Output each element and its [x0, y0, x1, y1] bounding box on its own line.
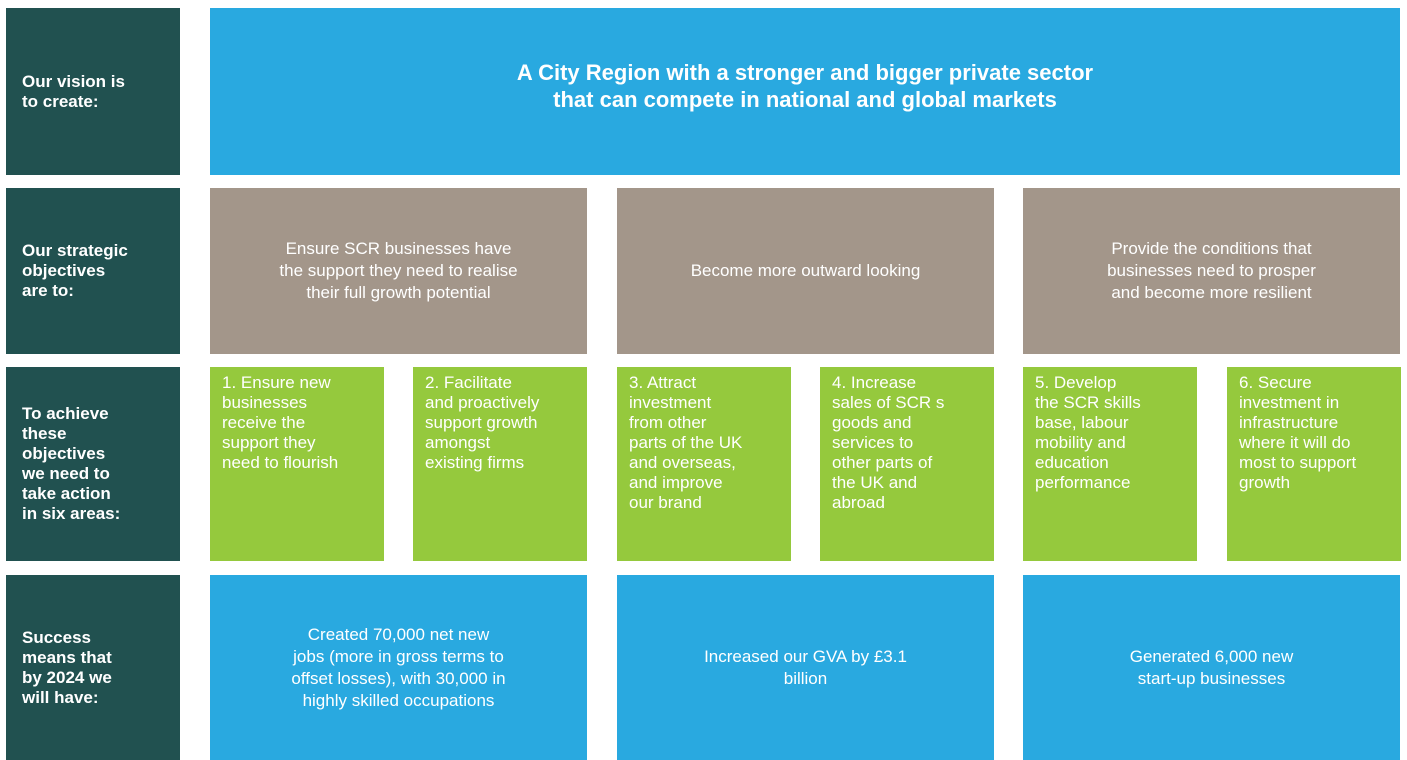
text-line: will have: — [22, 687, 99, 707]
text-line: investment — [629, 393, 712, 412]
text-line: our brand — [629, 493, 702, 512]
text-line: by 2024 we — [22, 667, 112, 687]
action-box: 2. Facilitate and proactively support grow… — [413, 367, 587, 561]
vision-box: A City Region with a stronger and bigger… — [210, 8, 1400, 175]
text-line: growth — [1239, 473, 1291, 492]
text-line: start-up businesses — [1137, 668, 1286, 688]
text-line: and overseas, — [629, 453, 736, 472]
text-line: infrastructure — [1239, 413, 1339, 432]
text-line: from other — [629, 413, 707, 432]
text-line: 4. Increase — [832, 373, 917, 392]
row-label: Our vision is to create: — [6, 8, 180, 175]
text-line: Become more outward looking — [690, 261, 921, 280]
text-line: highly skilled occupations — [302, 690, 495, 710]
text-line: objectives — [22, 261, 106, 280]
text-line: the SCR skills — [1035, 393, 1141, 412]
row-label: Success means that by 2024 we will have: — [6, 575, 180, 760]
text-line: mobility and — [1035, 433, 1126, 452]
text-line: Success — [22, 627, 91, 647]
objective-box: Become more outward looking — [617, 188, 994, 354]
text-line: we need to — [22, 464, 110, 483]
text-line: objectives — [22, 444, 106, 463]
objective-box: Ensure SCR businesses have the support th… — [210, 188, 587, 354]
text-line: amongst — [425, 433, 491, 452]
text-line: other parts of — [832, 453, 933, 472]
text-line: Provide the conditions that — [1111, 239, 1312, 258]
text-line: billion — [783, 668, 828, 688]
text-line: and proactively — [425, 393, 540, 412]
text-line: to create: — [22, 91, 99, 111]
text-line: goods and — [832, 413, 912, 432]
text-line: education — [1035, 453, 1109, 472]
text-line: support growth — [425, 413, 538, 432]
action-box: 1. Ensure new businesses receive the suppor… — [210, 367, 384, 561]
action-box: 4. Increase sales of SCR s goods and servic… — [820, 367, 994, 561]
text-line: most to support — [1239, 453, 1357, 472]
text-line: Generated 6,000 new — [1129, 646, 1294, 666]
text-line: A City Region with a stronger and bigger… — [516, 59, 1094, 85]
text-line: 1. Ensure new — [222, 373, 331, 392]
text-line: and become more resilient — [1111, 283, 1312, 302]
text-line: are to: — [22, 281, 74, 300]
text-line: existing firms — [425, 453, 525, 472]
text-line: offset losses), with 30,000 in — [291, 668, 506, 688]
outcome-box: Created 70,000 net new jobs (more in gros… — [210, 575, 587, 760]
text-line: To achieve — [22, 404, 109, 423]
text-line: 3. Attract — [629, 373, 697, 392]
text-line: services to — [832, 433, 914, 452]
text-line: parts of the UK — [629, 433, 743, 452]
text-line: base, labour — [1035, 413, 1129, 432]
text-line: Our strategic — [22, 241, 128, 260]
text-line: and improve — [629, 473, 723, 492]
text-line: businesses — [222, 393, 308, 412]
text-line: 2. Facilitate — [425, 373, 512, 392]
action-box: 5. Develop the SCR skills base, labour mobi… — [1023, 367, 1197, 561]
text-line: sales of SCR s — [832, 393, 945, 412]
text-line: the support they need to realise — [279, 261, 518, 280]
text-line: 5. Develop — [1035, 373, 1117, 392]
text-line: these — [22, 424, 67, 443]
text-line: Increased our GVA by £3.1 — [704, 646, 907, 666]
text-line: Ensure SCR businesses have — [285, 239, 512, 258]
text-line: that can compete in national and global … — [553, 86, 1057, 112]
text-line: in six areas: — [22, 504, 121, 523]
text-line: their full growth potential — [306, 283, 491, 302]
text-line: take action — [22, 484, 111, 503]
action-box: 6. Secure investment in infrastructure wher… — [1227, 367, 1401, 561]
text-line: support they — [222, 433, 316, 452]
text-line: jobs (more in gross terms to — [293, 646, 504, 666]
outcome-box: Increased our GVA by £3.1 billion — [617, 575, 994, 760]
text-line: abroad — [832, 493, 885, 512]
row-label: Our strategic objectives are to: — [6, 188, 180, 354]
text-line: where it will do — [1239, 433, 1351, 452]
text-line: receive the — [222, 413, 306, 432]
text-line: the UK and — [832, 473, 918, 492]
objective-box: Provide the conditions that businesses ne… — [1023, 188, 1400, 354]
text-line: performance — [1035, 473, 1131, 492]
action-box: 3. Attract investment from other parts of t… — [617, 367, 791, 561]
text-line: Created 70,000 net new — [307, 624, 490, 644]
text-line: 6. Secure — [1239, 373, 1312, 392]
row-label: To achieve these objectives we need to take … — [6, 367, 180, 561]
outcome-box: Generated 6,000 new start-up businesses — [1023, 575, 1400, 760]
text-line: businesses need to prosper — [1107, 261, 1316, 280]
text-line: need to flourish — [222, 453, 339, 472]
text-line: investment in — [1239, 393, 1340, 412]
text-line: means that — [22, 647, 112, 667]
text-line: Our vision is — [22, 71, 125, 91]
